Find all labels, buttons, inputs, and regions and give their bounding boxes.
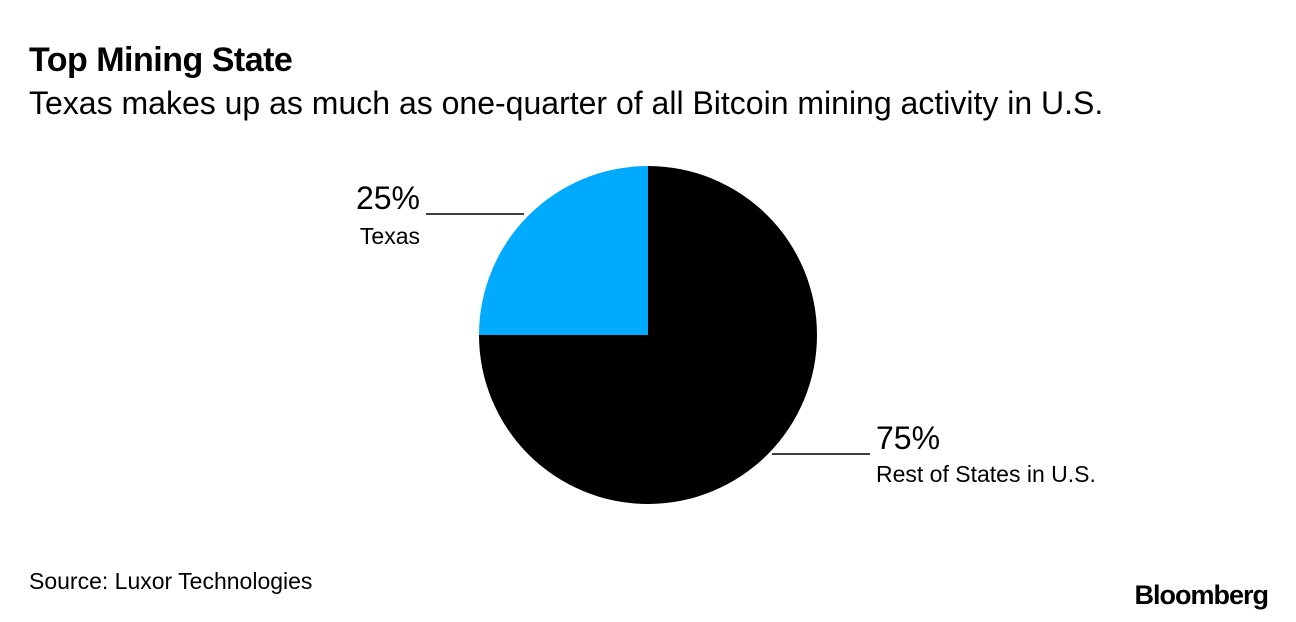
pie-slices (479, 166, 817, 504)
slice-label-rest: Rest of States in U.S. (876, 461, 1096, 487)
pie-annotations: 25% Texas 75% Rest of States in U.S. (356, 180, 1096, 487)
pie-slice-rest-of-states-in-u-s (479, 166, 817, 504)
slice-value-texas: 25% (356, 180, 420, 216)
chart-title: Top Mining State (29, 41, 293, 79)
source-note: Source: Luxor Technologies (29, 568, 313, 594)
pie-slice-texas (479, 166, 648, 335)
bloomberg-logo: Bloomberg (1134, 580, 1269, 610)
slice-label-texas: Texas (360, 223, 420, 249)
chart-subtitle: Texas makes up as much as one-quarter of… (29, 85, 1104, 121)
slice-value-rest: 75% (876, 420, 940, 456)
